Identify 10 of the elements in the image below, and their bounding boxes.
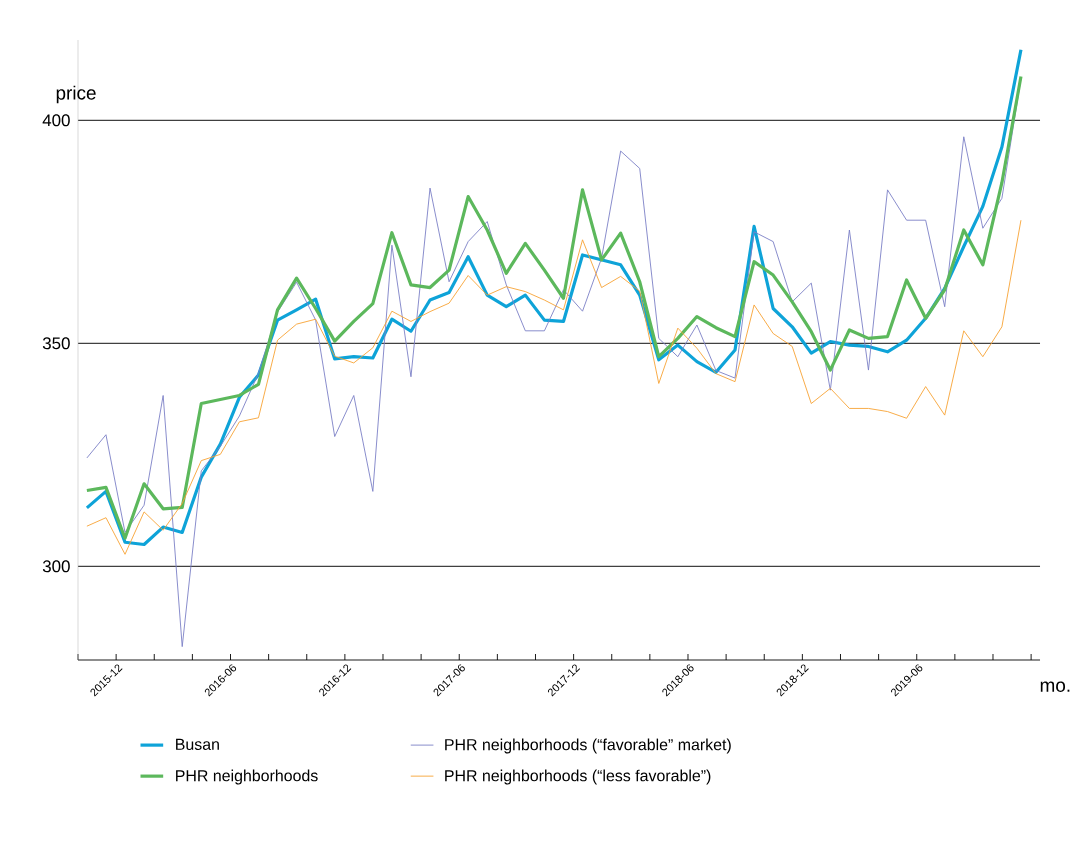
legend-label: PHR neighborhoods (“favorable” market) <box>445 738 731 754</box>
line-series <box>86 219 1022 555</box>
x-axis-title: mo. <box>1040 681 1070 692</box>
legend-label: Busan <box>176 738 219 750</box>
legend-label: PHR neighborhoods <box>176 769 318 785</box>
y-tick-label: 400 <box>42 114 70 127</box>
y-tick-label: 350 <box>42 337 70 350</box>
y-tick-label: 300 <box>42 560 70 573</box>
y-axis-title: price <box>56 85 96 104</box>
legend-label: PHR neighborhoods (“less favorable”) <box>445 769 711 785</box>
